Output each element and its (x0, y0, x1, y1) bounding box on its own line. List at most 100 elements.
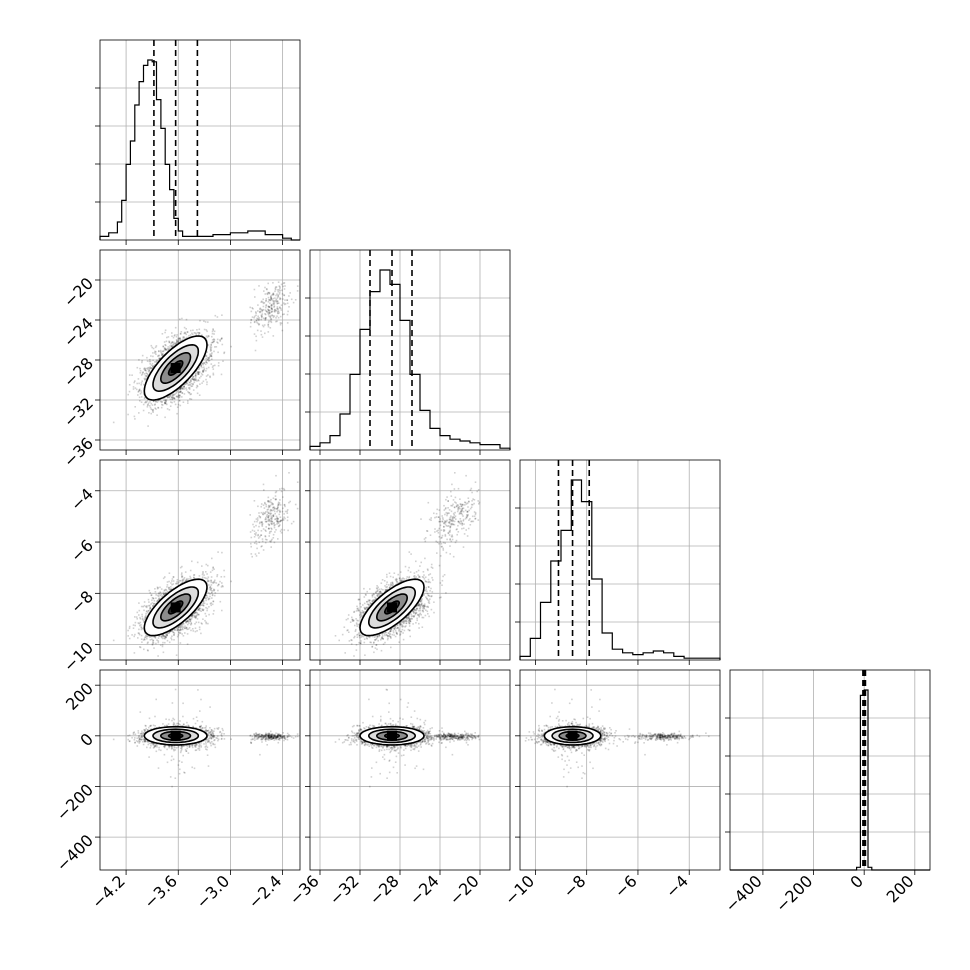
scatter-point (255, 320, 258, 322)
scatter-point (174, 403, 177, 406)
scatter-point (279, 504, 282, 506)
scatter-point (167, 348, 170, 350)
scatter-point (205, 357, 207, 360)
scatter-point (192, 378, 194, 380)
scatter-point (205, 361, 207, 363)
scatter-point (187, 387, 190, 389)
scatter-point (136, 366, 139, 369)
scatter-point (277, 295, 279, 297)
scatter-point (177, 403, 180, 406)
scatter-point (258, 311, 261, 313)
scatter-point (196, 380, 198, 382)
scatter-point (196, 329, 198, 331)
scatter-point (292, 301, 295, 304)
scatter-point (194, 627, 197, 629)
scatter-point (193, 379, 195, 382)
scatter-point (209, 375, 211, 378)
scatter-point (205, 359, 208, 362)
scatter-point (164, 641, 166, 644)
scatter-point (181, 633, 183, 635)
scatter-point (191, 333, 194, 336)
scatter-point (170, 396, 173, 399)
scatter-point (207, 366, 210, 369)
scatter-point (146, 610, 148, 612)
scatter-point (192, 389, 195, 391)
scatter-point (263, 290, 265, 292)
scatter-point (198, 628, 201, 631)
scatter-point (143, 618, 146, 621)
scatter-point (206, 381, 208, 383)
scatter-point (131, 634, 133, 636)
scatter-point (195, 375, 197, 377)
scatter-point (185, 333, 187, 336)
scatter-point (265, 304, 268, 306)
scatter-point (184, 632, 186, 634)
scatter-point (190, 380, 192, 382)
scatter-point (281, 510, 284, 513)
scatter-point (128, 627, 131, 630)
scatter-point (214, 579, 216, 582)
scatter-point (183, 393, 186, 395)
scatter-point (154, 361, 156, 363)
scatter-point (208, 335, 210, 337)
scatter-point (275, 300, 277, 303)
scatter-point (282, 282, 285, 285)
scatter-point (271, 308, 273, 311)
scatter-point (258, 317, 260, 319)
scatter-point (261, 540, 264, 543)
scatter-point (140, 390, 142, 392)
scatter-point (265, 306, 267, 309)
scatter-point (205, 329, 208, 331)
scatter-point (140, 391, 143, 394)
scatter-point (208, 357, 210, 359)
scatter-point (180, 390, 182, 393)
scatter-point (161, 401, 163, 403)
panel-0-0 (95, 39, 301, 245)
y-tick-label: −24 (60, 314, 97, 351)
scatter-point (146, 360, 149, 362)
histogram-0 (99, 59, 300, 241)
scatter-point (270, 318, 272, 321)
scatter-point (266, 288, 268, 291)
scatter-point (260, 511, 263, 514)
scatter-point (213, 330, 216, 333)
scatter-point (265, 300, 267, 302)
scatter-point (147, 598, 150, 601)
scatter-point (272, 315, 274, 317)
scatter-point (277, 308, 279, 311)
y-tick-label: −8 (67, 587, 97, 617)
scatter-point (272, 293, 274, 295)
scatter-point (201, 366, 203, 369)
scatter-point (188, 381, 191, 384)
scatter-point (216, 575, 218, 578)
scatter-point (150, 344, 153, 347)
scatter-point (152, 400, 155, 402)
scatter-point (214, 314, 217, 317)
scatter-point (217, 364, 220, 367)
scatter-point (166, 348, 169, 350)
scatter-point (273, 541, 276, 544)
scatter-point (277, 312, 279, 315)
scatter-point (275, 294, 277, 297)
scatter-point (179, 388, 182, 390)
scatter-point (173, 397, 175, 399)
scatter-point (176, 341, 178, 344)
scatter-point (264, 332, 266, 335)
scatter-point (206, 351, 208, 353)
scatter-point (176, 389, 179, 392)
scatter-point (143, 396, 146, 399)
scatter-point (138, 412, 140, 414)
scatter-point (187, 402, 189, 404)
scatter-point (261, 315, 263, 317)
scatter-point (249, 514, 251, 516)
scatter-point (277, 310, 280, 312)
scatter-point (161, 350, 164, 353)
scatter-points (112, 472, 299, 657)
scatter-point (271, 538, 273, 541)
scatter-point (150, 402, 153, 405)
scatter-point (264, 538, 267, 541)
scatter-point (200, 375, 202, 378)
scatter-point (270, 320, 272, 323)
scatter-point (290, 522, 293, 525)
scatter-point (159, 357, 162, 359)
